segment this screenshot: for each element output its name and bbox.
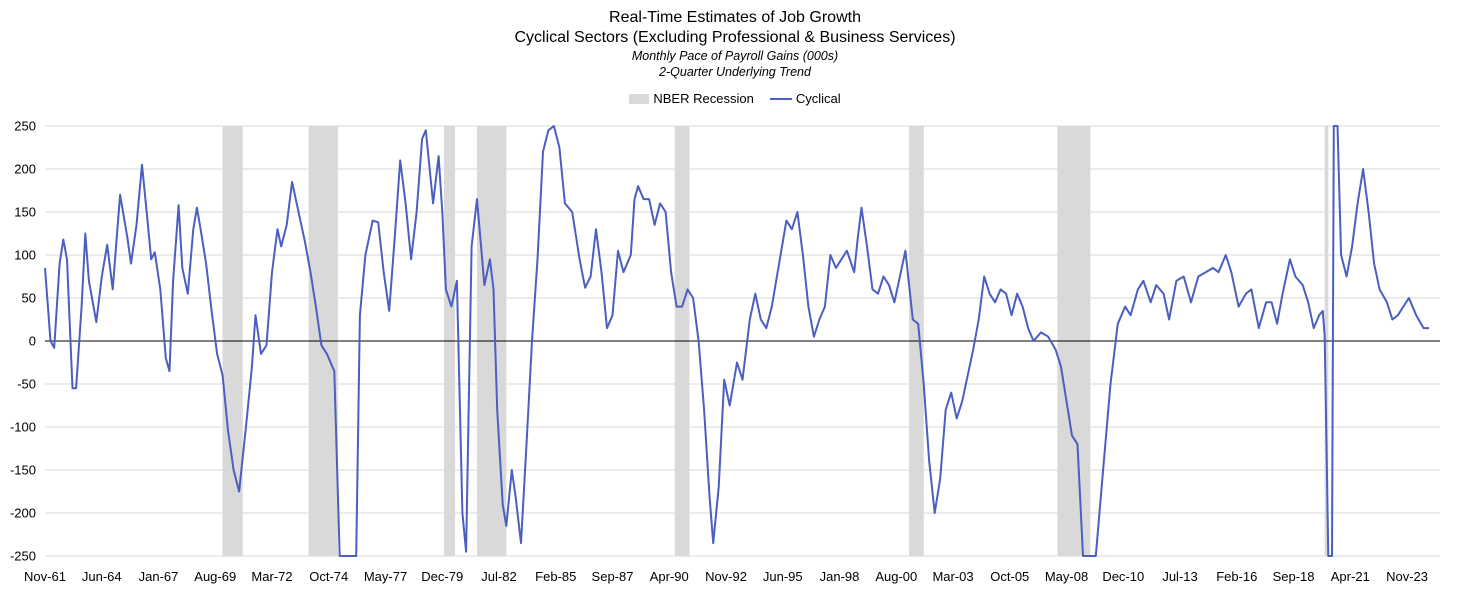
legend-item-cyclical: Cyclical xyxy=(769,91,841,106)
y-tick-label: 0 xyxy=(29,334,36,349)
x-tick-label: Feb-85 xyxy=(535,569,576,584)
x-tick-label: Nov-92 xyxy=(705,569,747,584)
x-tick-label: Mar-03 xyxy=(932,569,973,584)
legend-swatch-recession xyxy=(629,93,650,104)
x-tick-label: Jun-64 xyxy=(82,569,122,584)
chart-titles: Real-Time Estimates of Job Growth Cyclic… xyxy=(0,8,1470,80)
x-tick-label: Oct-05 xyxy=(990,569,1029,584)
y-tick-label: 50 xyxy=(22,291,36,306)
y-tick-label: 200 xyxy=(14,162,36,177)
series-line-cyclical xyxy=(44,125,1429,557)
x-tick-label: May-77 xyxy=(364,569,407,584)
x-tick-label: Oct-74 xyxy=(309,569,348,584)
y-tick-label: -250 xyxy=(10,549,36,564)
y-tick-label: 150 xyxy=(14,205,36,220)
chart-subtitle: Cyclical Sectors (Excluding Professional… xyxy=(514,29,956,46)
x-tick-label: Jun-95 xyxy=(763,569,803,584)
legend-label-recession: NBER Recession xyxy=(653,91,754,106)
legend-label-cyclical: Cyclical xyxy=(795,91,841,106)
chart-subtitle-units: Monthly Pace of Payroll Gains (000s) xyxy=(631,49,839,63)
y-tick-label: -50 xyxy=(17,377,36,392)
x-tick-label: Sep-87 xyxy=(592,569,634,584)
x-tick-label: Dec-79 xyxy=(421,569,463,584)
x-tick-label: Sep-18 xyxy=(1273,569,1315,584)
x-tick-label: Jul-13 xyxy=(1162,569,1197,584)
y-tick-label: -200 xyxy=(10,506,36,521)
x-tick-label: Mar-72 xyxy=(251,569,292,584)
x-tick-label: Apr-21 xyxy=(1331,569,1370,584)
x-tick-label: Apr-90 xyxy=(650,569,689,584)
x-tick-label: Feb-16 xyxy=(1216,569,1257,584)
legend-item-recession: NBER Recession xyxy=(629,91,754,106)
x-tick-label: Aug-00 xyxy=(875,569,917,584)
x-tick-label: Dec-10 xyxy=(1102,569,1144,584)
chart-subtitle-trend: 2-Quarter Underlying Trend xyxy=(659,65,811,79)
y-tick-label: -100 xyxy=(10,420,36,435)
x-tick-label: Jan-98 xyxy=(820,569,860,584)
y-tick-label: -150 xyxy=(10,463,36,478)
x-tick-label: Jan-67 xyxy=(139,569,179,584)
x-tick-label: Aug-69 xyxy=(194,569,236,584)
chart-legend: NBER Recession Cyclical xyxy=(0,91,1470,106)
y-tick-label: 250 xyxy=(14,119,36,134)
chart-title: Real-Time Estimates of Job Growth xyxy=(609,9,861,26)
x-tick-label: Nov-23 xyxy=(1386,569,1428,584)
x-tick-label: Nov-61 xyxy=(24,569,66,584)
x-tick-label: Jul-82 xyxy=(481,569,516,584)
y-tick-label: 100 xyxy=(14,248,36,263)
legend-swatch-cyclical xyxy=(769,97,792,100)
x-tick-label: May-08 xyxy=(1045,569,1088,584)
